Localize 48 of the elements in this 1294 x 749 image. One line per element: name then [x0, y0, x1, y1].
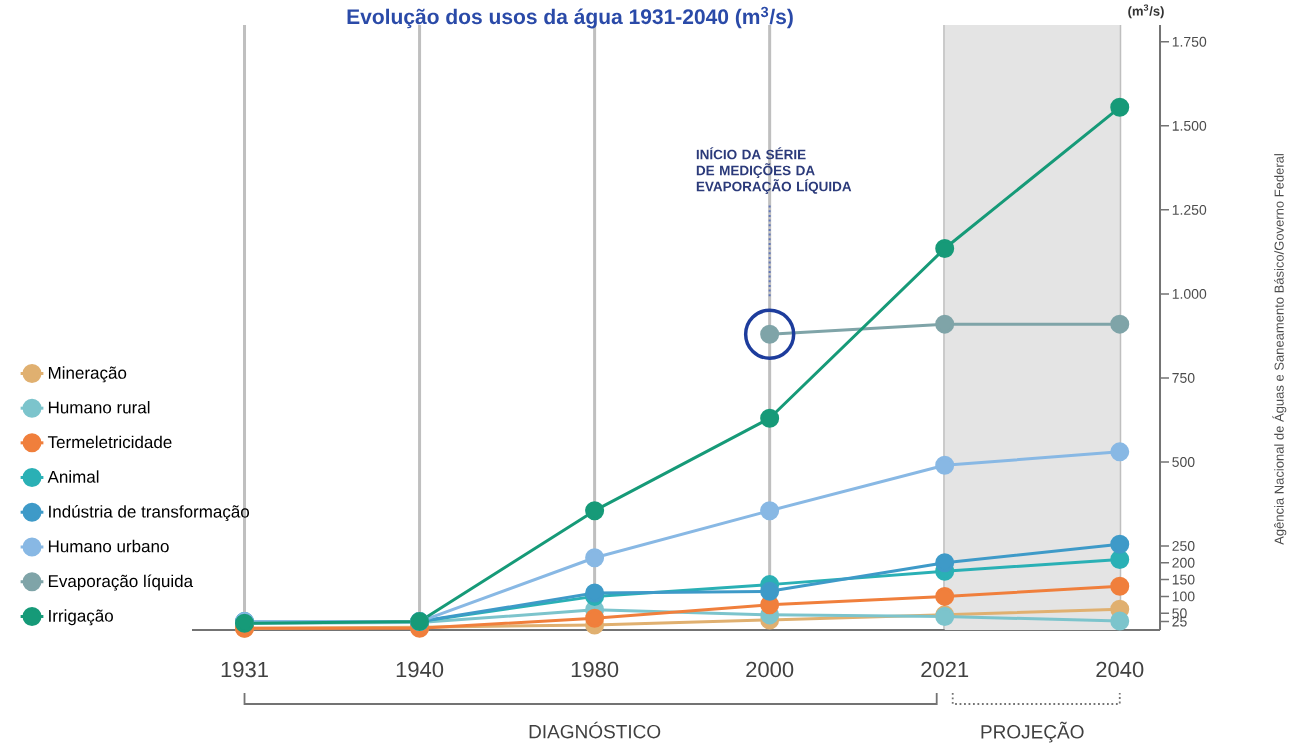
point — [585, 608, 605, 628]
legend-label: Animal — [47, 470, 99, 483]
text: Agência Nacional de Águas e Saneamento Básico/Governo Federal — [1272, 154, 1287, 545]
y-tick-label: 1.500 — [1172, 120, 1207, 131]
legend-label: Termeletricidade — [47, 435, 172, 449]
x-tick-label: 2021 — [921, 661, 969, 678]
x-tick-label: 1940 — [396, 661, 444, 678]
legend-label: Evaporação líquida — [48, 574, 194, 591]
x-tick-label: 2000 — [746, 661, 794, 678]
legend-label: Humano urbano — [48, 539, 169, 553]
point — [935, 239, 955, 259]
point — [1110, 314, 1130, 334]
y-tick-label: 100 — [1172, 591, 1195, 602]
legend-label: Mineração — [48, 366, 127, 383]
legend-label: Irrigação — [49, 609, 113, 626]
text: DIAGNÓSTICO — [529, 721, 661, 739]
point — [1110, 576, 1130, 596]
point — [760, 408, 780, 428]
y-tick-label: 1.000 — [1172, 288, 1207, 299]
point — [935, 455, 955, 475]
annotation: INÍCIO DA SÉRIE DE MEDIÇÕES DA EVAPORAÇÃO LÍQUIDA — [696, 147, 852, 194]
point — [1110, 97, 1130, 117]
x-tick-label: 1931 — [221, 661, 268, 678]
y-tick-label: 1.750 — [1172, 36, 1207, 47]
y-tick-label: 200 — [1172, 557, 1195, 568]
y-tick-label: 1.250 — [1172, 204, 1207, 215]
point — [760, 501, 780, 521]
point — [760, 581, 780, 601]
point — [1110, 442, 1130, 462]
point — [1110, 549, 1130, 569]
y-tick-label: 150 — [1172, 574, 1195, 585]
chart-title: Evolução dos usos da água 1931-2040 (m$^{3}$/s) — [347, 6, 793, 29]
point — [585, 501, 605, 521]
point — [935, 586, 955, 606]
y-tick-label: 750 — [1172, 372, 1195, 383]
y-tick-label: 250 — [1172, 541, 1195, 551]
x-tick-label: 2040 — [1096, 661, 1144, 678]
point — [935, 553, 955, 573]
point — [585, 548, 605, 568]
text: PROJEÇÃO — [981, 721, 1084, 743]
y-tick-label: 500 — [1172, 457, 1195, 467]
point — [1110, 534, 1130, 554]
x-tick-label: 1980 — [571, 661, 619, 678]
legend-label: Humano rural — [48, 401, 150, 414]
legend-label: Indústria de transformação — [49, 504, 250, 522]
y-axis-title: (m$^{3}$/s) — [1128, 4, 1164, 19]
point — [935, 314, 955, 334]
point — [1110, 611, 1130, 631]
